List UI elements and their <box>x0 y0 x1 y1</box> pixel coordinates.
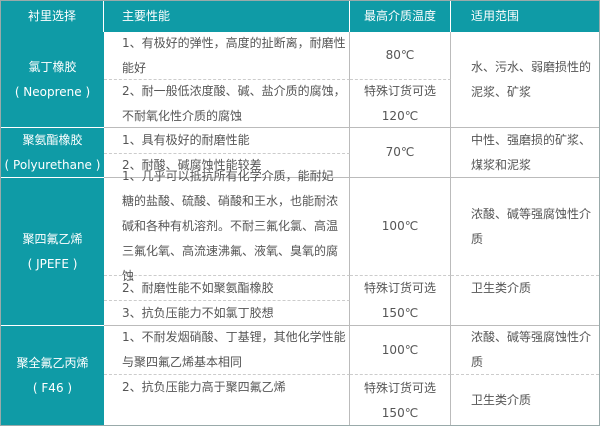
temp-special-value: 150℃ <box>381 405 419 420</box>
temp: 80℃ <box>350 32 451 80</box>
lining-name: 聚氨酯橡胶 <box>22 132 83 147</box>
temp: 100℃ <box>350 326 451 375</box>
property: 2、耐一般低浓度酸、碱、盐介质的腐蚀，不耐氧化性介质的腐蚀 <box>104 80 350 128</box>
lining-name-cell: 氯丁橡胶 ( Neoprene ) <box>1 32 104 128</box>
temp-special-label: 特殊订货可选 <box>363 380 436 395</box>
temp-special: 特殊订货可选 150℃ <box>350 375 451 425</box>
lining-name-en: ( F46 ) <box>32 381 73 395</box>
scope: 浓酸、碱等强腐蚀性介质 <box>451 326 599 375</box>
lining-name-en: ( Polyurethane ) <box>4 157 101 172</box>
lining-name-en: ( Neoprene ) <box>14 84 91 99</box>
lining-name: 聚四氟乙烯 <box>22 231 83 246</box>
property: 1、具有极好的耐磨性能 <box>104 128 350 154</box>
temp-special: 特殊订货可选 150℃ <box>350 276 451 326</box>
property: 2、耐磨性能不如聚氨酯橡胶 <box>104 276 350 301</box>
temp: 70℃ <box>350 128 451 178</box>
property: 2、抗负压能力高于聚四氟乙烯 <box>104 375 350 425</box>
lining-name-cell: 聚四氟乙烯 ( JPEFE ) <box>1 178 104 326</box>
temp-special-value: 150℃ <box>381 305 419 320</box>
temp: 100℃ <box>350 178 451 276</box>
lining-name: 氯丁橡胶 <box>28 59 77 74</box>
scope: 浓酸、碱等强腐蚀性介质 <box>451 178 599 276</box>
temp-special-label: 特殊订货可选 <box>363 280 436 295</box>
property: 1、几乎可以抵抗所有化学介质，能耐妃糖的盐酸、硫酸、硝酸和王水，也能耐浓碱和各种… <box>104 169 350 283</box>
scope: 水、污水、弱磨损性的泥浆、矿浆 <box>451 32 599 128</box>
header-lining: 衬里选择 <box>1 1 104 32</box>
header-properties: 主要性能 <box>104 1 350 32</box>
property: 3、抗负压能力不如氯丁胶想 <box>104 301 350 326</box>
property: 1、有极好的弹性，高度的扯断离，耐磨性能好 <box>104 32 350 80</box>
header-temp: 最高介质温度 <box>350 1 451 32</box>
scope: 卫生类介质 <box>451 276 599 326</box>
temp-special-label: 特殊订货可选 <box>363 83 436 98</box>
lining-name-cell: 聚氨酯橡胶 ( Polyurethane ) <box>1 128 104 178</box>
lining-name: 聚全氟乙丙烯 <box>16 356 89 370</box>
lining-name-cell: 聚全氟乙丙烯 ( F46 ) <box>1 326 104 425</box>
property: 1、不耐发烟硝酸、丁基锂，其他化学性能与聚四氟乙烯基本相同 <box>104 326 350 375</box>
temp-special-value: 120℃ <box>381 108 419 123</box>
header-scope: 适用范围 <box>451 1 599 32</box>
temp-special: 特殊订货可选 120℃ <box>350 80 451 128</box>
scope: 中性、强磨损的矿浆、煤浆和泥浆 <box>451 128 599 178</box>
property: 2、耐酸、碱腐蚀性能较差 <box>104 154 350 178</box>
lining-name-en: ( JPEFE ) <box>27 256 78 271</box>
scope: 卫生类介质 <box>471 393 532 407</box>
